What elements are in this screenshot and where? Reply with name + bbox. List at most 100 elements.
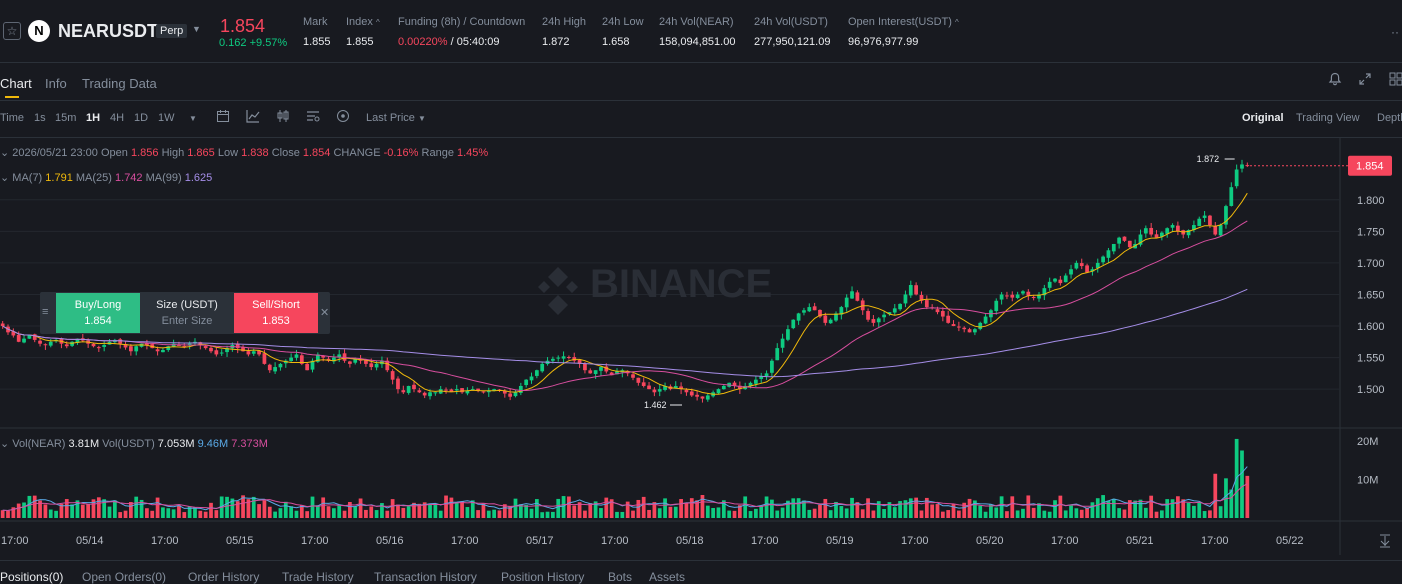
candle-type-icon[interactable] — [276, 109, 290, 126]
tab-order-history[interactable]: Order History — [188, 570, 260, 584]
interval-1w[interactable]: 1W — [158, 112, 175, 124]
layout-grid-icon[interactable] — [1389, 72, 1402, 89]
volume-bar — [112, 500, 117, 518]
candle-body — [796, 313, 801, 321]
target-icon[interactable] — [336, 109, 350, 126]
settings-list-icon[interactable] — [306, 109, 320, 126]
candle-body — [1069, 269, 1073, 275]
candle-body — [454, 389, 459, 391]
view-trading-view[interactable]: Trading View — [1296, 112, 1360, 124]
candlestick-chart[interactable]: 1.500 1.550 1.600 1.650 1.700 1.750 1.800 10M 20… — [0, 137, 1402, 560]
interval-1h[interactable]: 1H — [86, 112, 101, 124]
volume-bar — [732, 510, 737, 518]
candle-body — [983, 316, 988, 324]
tab-open-orders[interactable]: Open Orders(0) — [82, 570, 167, 584]
tab-position-history[interactable]: Position History — [501, 570, 585, 584]
bottom-tab-bar — [0, 560, 1402, 583]
candle-body — [449, 389, 454, 392]
candle-body — [182, 345, 187, 347]
chevron-down-icon[interactable]: ⌄ — [0, 172, 10, 184]
tab-positions[interactable]: Positions(0) — [0, 570, 64, 584]
candle-body — [1234, 169, 1239, 187]
interval-1d[interactable]: 1D — [134, 112, 149, 124]
volume-bar — [962, 502, 967, 518]
volume-bar — [551, 511, 555, 518]
candle-body — [663, 385, 667, 390]
index-label[interactable]: Index ^ — [346, 16, 380, 28]
indicator-icon[interactable] — [246, 109, 260, 126]
close-icon[interactable]: ✕ — [320, 307, 330, 319]
bell-icon[interactable] — [1328, 72, 1342, 89]
view-depth[interactable]: Depth — [1377, 112, 1402, 124]
tab-info[interactable]: Info — [45, 76, 67, 91]
tab-bots[interactable]: Bots — [608, 570, 633, 584]
interval-4h[interactable]: 4H — [110, 112, 125, 124]
size-label: Size (USDT) — [156, 299, 218, 311]
candle-body — [235, 343, 240, 349]
tab-trading-data[interactable]: Trading Data — [82, 76, 157, 91]
candle-body — [705, 395, 710, 400]
candle-body — [219, 352, 224, 354]
more-icon[interactable]: ·· — [1391, 25, 1399, 39]
volume-bar — [524, 504, 529, 518]
volume-bar — [1010, 496, 1015, 518]
candle-body — [353, 358, 358, 363]
ma99-line — [2, 288, 1248, 378]
candle-body — [502, 390, 507, 394]
volume-bar — [1165, 499, 1170, 518]
tab-assets[interactable]: Assets — [649, 570, 686, 584]
volume-bar — [1042, 510, 1047, 518]
view-original[interactable]: Original — [1242, 112, 1284, 124]
candle-body — [956, 326, 961, 328]
ma25-line — [2, 220, 1248, 391]
volume-bar — [759, 506, 764, 518]
price-source-select[interactable]: Last Price ▼ — [366, 112, 426, 124]
size-input[interactable]: Size (USDT) Enter Size — [141, 293, 233, 333]
candle-body — [561, 356, 566, 359]
candle-body — [32, 334, 37, 340]
interval-time[interactable]: Time — [0, 112, 25, 124]
volume-bar — [647, 509, 651, 518]
volume-bar — [294, 510, 299, 518]
volume-bar — [567, 496, 571, 518]
volume-bar — [1213, 473, 1218, 518]
symbol-name[interactable]: NEARUSDT — [58, 21, 159, 41]
buy-long-button[interactable]: Buy/Long 1.854 — [56, 293, 140, 333]
candle-body — [1079, 263, 1084, 267]
candle-body — [262, 353, 267, 364]
tab-trade-history[interactable]: Trade History — [282, 570, 354, 584]
volume-bar — [892, 507, 897, 518]
tab-transaction-history[interactable]: Transaction History — [374, 570, 477, 584]
oi-label[interactable]: Open Interest(USDT) ^ — [848, 16, 959, 28]
chevron-down-icon[interactable]: ▼ — [192, 24, 201, 34]
sell-short-button[interactable]: Sell/Short 1.853 — [234, 293, 318, 333]
volume-bar — [1181, 499, 1186, 518]
calendar-icon[interactable] — [216, 109, 230, 126]
volume-bar — [428, 503, 432, 518]
volume-bar — [518, 504, 523, 518]
ma99-label: MA(99) — [145, 172, 182, 184]
candle-body — [460, 388, 464, 393]
candle-body — [892, 308, 897, 313]
tab-chart[interactable]: Chart — [0, 76, 32, 91]
size-placeholder[interactable]: Enter Size — [161, 315, 213, 327]
candle-body — [1165, 228, 1170, 234]
candle-body — [476, 388, 480, 392]
interval-1s[interactable]: 1s — [34, 112, 46, 124]
candle-body — [27, 335, 32, 339]
drag-handle-icon[interactable]: ≡ — [42, 306, 49, 318]
interval-15m[interactable]: 15m — [55, 112, 77, 124]
volume-bar — [828, 510, 833, 518]
volume-bar — [930, 504, 935, 518]
candle-body — [871, 319, 876, 323]
volume-bar — [1143, 507, 1148, 518]
candle-body — [16, 334, 21, 342]
volume-bar — [118, 512, 123, 518]
chevron-down-icon[interactable]: ⌄ — [0, 438, 10, 450]
star-icon[interactable]: ☆ — [3, 22, 21, 40]
volume-bar — [91, 499, 96, 518]
chevron-down-icon[interactable]: ⌄ — [0, 147, 10, 159]
candle-body — [123, 344, 128, 348]
expand-icon[interactable] — [1358, 72, 1372, 89]
interval-more-icon[interactable]: ▼ — [189, 114, 197, 123]
